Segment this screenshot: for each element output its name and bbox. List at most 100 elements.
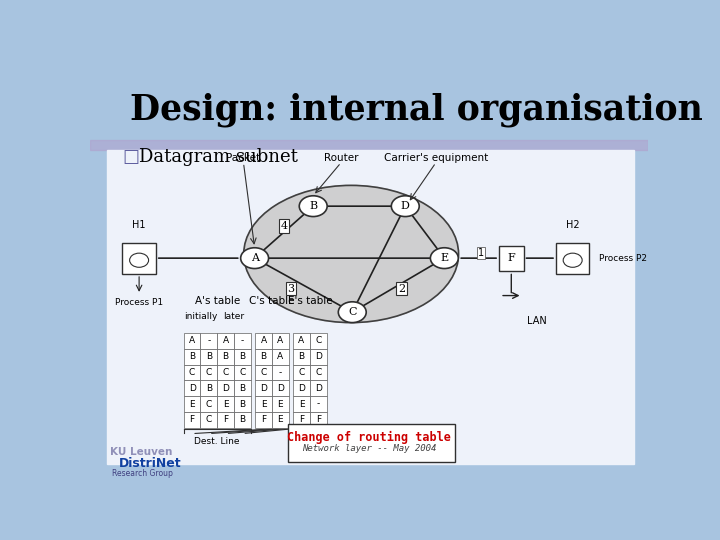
Text: F: F xyxy=(299,415,304,424)
Bar xyxy=(255,396,272,412)
Text: C: C xyxy=(298,368,305,377)
Bar xyxy=(255,364,272,380)
Bar xyxy=(293,380,310,396)
Text: □: □ xyxy=(122,148,140,166)
Text: B: B xyxy=(298,352,305,361)
Circle shape xyxy=(240,248,269,268)
Bar xyxy=(293,333,310,349)
Bar xyxy=(200,412,217,428)
Bar xyxy=(272,396,289,412)
Text: A: A xyxy=(222,336,229,346)
Text: -: - xyxy=(279,368,282,377)
Bar xyxy=(200,396,217,412)
Text: E: E xyxy=(440,253,449,263)
Bar xyxy=(310,412,327,428)
Bar xyxy=(310,396,327,412)
Bar xyxy=(217,396,234,412)
Text: A: A xyxy=(277,352,284,361)
Text: 2: 2 xyxy=(398,284,405,294)
Text: A: A xyxy=(189,336,195,346)
Text: -: - xyxy=(317,400,320,409)
Text: D: D xyxy=(189,384,196,393)
Text: 1: 1 xyxy=(477,248,484,258)
Text: initially: initially xyxy=(184,312,217,321)
Text: DistriNet: DistriNet xyxy=(119,457,181,470)
Text: F: F xyxy=(261,415,266,424)
Bar xyxy=(310,380,327,396)
Circle shape xyxy=(392,196,419,217)
Bar xyxy=(272,364,289,380)
Text: Process P1: Process P1 xyxy=(115,299,163,307)
Bar xyxy=(107,150,634,464)
Bar xyxy=(255,380,272,396)
Circle shape xyxy=(300,196,327,217)
Text: D: D xyxy=(401,201,410,211)
Bar xyxy=(217,380,234,396)
Text: A: A xyxy=(261,336,266,346)
Text: -: - xyxy=(240,336,244,346)
Text: D: D xyxy=(298,384,305,393)
Bar xyxy=(272,380,289,396)
Text: D: D xyxy=(277,384,284,393)
FancyBboxPatch shape xyxy=(288,424,456,462)
Bar xyxy=(217,333,234,349)
Text: Network layer -- May 2004: Network layer -- May 2004 xyxy=(302,444,436,454)
Text: B: B xyxy=(239,384,246,393)
Bar xyxy=(310,364,327,380)
Circle shape xyxy=(130,253,148,267)
Bar xyxy=(217,349,234,365)
Bar xyxy=(90,140,648,150)
Text: Datagram subnet: Datagram subnet xyxy=(139,148,298,166)
Text: B: B xyxy=(239,415,246,424)
Bar xyxy=(293,412,310,428)
FancyBboxPatch shape xyxy=(499,246,523,272)
Text: -: - xyxy=(207,336,210,346)
Text: F: F xyxy=(315,415,321,424)
Ellipse shape xyxy=(244,185,459,322)
Bar xyxy=(184,380,200,396)
Bar xyxy=(184,396,200,412)
Text: D: D xyxy=(260,384,267,393)
Text: Packet: Packet xyxy=(226,152,261,163)
Bar xyxy=(200,349,217,365)
Text: 3: 3 xyxy=(287,284,294,294)
Bar xyxy=(184,412,200,428)
Text: Dest. Line: Dest. Line xyxy=(194,437,240,446)
Text: E: E xyxy=(277,400,283,409)
Bar xyxy=(255,333,272,349)
Bar xyxy=(272,349,289,365)
Text: B: B xyxy=(222,352,229,361)
Circle shape xyxy=(563,253,582,267)
Bar xyxy=(200,333,217,349)
Text: A: A xyxy=(251,253,258,263)
Circle shape xyxy=(431,248,458,268)
Bar xyxy=(293,349,310,365)
Text: E: E xyxy=(261,400,266,409)
Text: B: B xyxy=(309,201,318,211)
Text: Change of routing table: Change of routing table xyxy=(287,431,451,444)
Text: E: E xyxy=(222,400,228,409)
Text: A: A xyxy=(277,336,284,346)
Bar xyxy=(200,380,217,396)
Text: H1: H1 xyxy=(132,220,146,230)
Text: C: C xyxy=(239,368,246,377)
Bar xyxy=(255,349,272,365)
Text: B: B xyxy=(206,352,212,361)
Text: A: A xyxy=(298,336,305,346)
Text: E: E xyxy=(189,400,195,409)
FancyBboxPatch shape xyxy=(122,243,156,274)
Text: C: C xyxy=(222,368,229,377)
Text: F: F xyxy=(508,253,516,263)
Bar xyxy=(184,364,200,380)
Text: B: B xyxy=(189,352,195,361)
Text: E: E xyxy=(299,400,305,409)
Bar xyxy=(234,412,251,428)
Text: C's table: C's table xyxy=(249,296,294,306)
Bar xyxy=(272,412,289,428)
Text: C: C xyxy=(206,368,212,377)
Text: Carrier's equipment: Carrier's equipment xyxy=(384,152,488,163)
Text: C: C xyxy=(189,368,195,377)
Bar xyxy=(217,364,234,380)
Bar xyxy=(184,333,200,349)
Bar xyxy=(272,333,289,349)
